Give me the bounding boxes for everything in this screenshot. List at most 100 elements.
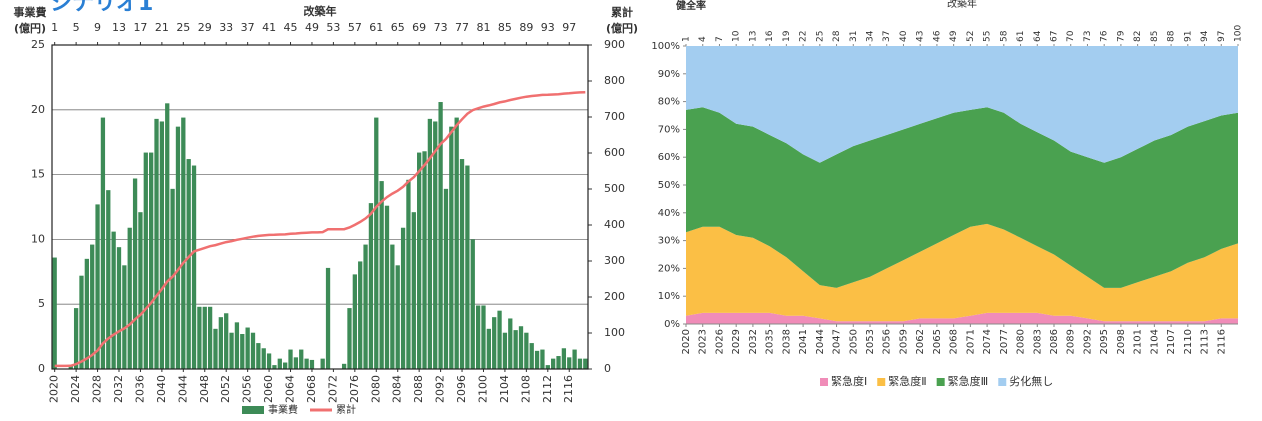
x-tick-label: 2071: [965, 329, 976, 354]
y-axis-label: 事業費: [14, 5, 47, 19]
x2-tick-label: 93: [541, 21, 555, 34]
bar: [159, 121, 165, 370]
bar: [240, 334, 245, 369]
x2-tick-label: 10: [732, 30, 742, 42]
bar: [154, 118, 159, 369]
x2-tick-label: 41: [262, 21, 276, 34]
x2-tick-label: 61: [369, 21, 383, 34]
bar: [256, 343, 261, 369]
y-tick-label: 60%: [658, 152, 680, 163]
x2-tick-label: 73: [1083, 31, 1093, 42]
x-tick-label: 2062: [915, 329, 926, 354]
x2-tick-label: 79: [1116, 30, 1126, 42]
bar: [207, 306, 213, 369]
x2-tick-label: 61: [1016, 31, 1026, 42]
legend-label: 劣化無し: [1009, 374, 1053, 388]
x2-tick-label: 91: [1183, 31, 1193, 42]
y-tick-label: 10: [31, 232, 45, 245]
x2-tick-label: 40: [899, 30, 909, 42]
bar: [454, 117, 459, 370]
bar: [52, 257, 57, 369]
bar: [374, 117, 379, 370]
x2-axis-label: 改築年: [947, 0, 977, 10]
x2-tick-label: 33: [219, 21, 233, 34]
y-tick-label: 5: [38, 297, 45, 310]
x2-tick-label: 85: [1150, 31, 1160, 42]
bar: [283, 362, 288, 369]
bar: [433, 121, 438, 370]
x2-tick-label: 94: [1200, 30, 1210, 42]
y-axis-label: (億円): [14, 21, 46, 35]
bar: [406, 179, 411, 369]
x2-tick-label: 70: [1066, 30, 1076, 42]
bar: [122, 265, 127, 369]
x2-tick-label: 77: [455, 21, 469, 34]
legend-swatch: [820, 378, 828, 386]
bar: [470, 239, 475, 369]
x-tick-label: 2101: [1133, 329, 1144, 354]
y2-axis-label: (億円): [606, 21, 638, 35]
x2-tick-label: 73: [434, 21, 448, 34]
bar: [299, 349, 304, 369]
bar: [481, 305, 486, 369]
bar: [95, 204, 100, 369]
x2-tick-label: 25: [176, 21, 190, 34]
x-tick-label: 2048: [198, 375, 211, 403]
bar: [341, 363, 347, 369]
x2-tick-label: 13: [748, 31, 758, 42]
y-tick-label: 30%: [658, 236, 680, 247]
bar: [427, 118, 433, 369]
bar: [325, 267, 331, 369]
x-tick-label: 2108: [519, 375, 532, 403]
bar: [250, 332, 256, 369]
x-tick-label: 2040: [155, 375, 168, 403]
x2-tick-label: 88: [1167, 30, 1177, 42]
bar: [363, 244, 368, 369]
bar: [272, 365, 277, 369]
bar: [234, 322, 240, 369]
legend-swatch: [877, 378, 886, 386]
y2-tick-label: 200: [604, 290, 625, 303]
bar: [100, 117, 106, 370]
bar: [551, 358, 556, 369]
area: [686, 46, 1238, 163]
x-tick-label: 2052: [219, 375, 232, 403]
area: [686, 107, 1238, 288]
x-tick-label: 2056: [882, 329, 893, 354]
bar: [304, 358, 309, 369]
x-tick-label: 2065: [932, 329, 943, 354]
x-tick-label: 2064: [284, 375, 297, 403]
bar: [572, 349, 577, 369]
x-tick-label: 2086: [1049, 329, 1060, 354]
bar: [79, 275, 84, 369]
x-tick-label: 2068: [305, 375, 318, 403]
bar: [261, 348, 266, 369]
x-tick-label: 2107: [1166, 329, 1177, 354]
y-tick-label: 50%: [658, 180, 680, 191]
bar: [443, 188, 449, 369]
bar: [229, 332, 234, 369]
x-tick-label: 2104: [498, 375, 511, 403]
bar: [132, 178, 138, 369]
bar: [379, 181, 384, 369]
legend-label: 事業費: [268, 403, 298, 416]
x2-tick-label: 5: [73, 21, 80, 34]
x2-tick-label: 28: [832, 30, 842, 42]
x2-tick-label: 31: [849, 31, 859, 42]
bar: [68, 365, 73, 369]
x-tick-label: 2113: [1200, 329, 1211, 354]
x2-tick-label: 16: [765, 30, 775, 42]
bar: [165, 103, 170, 369]
x-tick-label: 2095: [1099, 329, 1110, 354]
bar: [277, 358, 282, 369]
x2-tick-label: 49: [949, 30, 959, 42]
bar: [384, 205, 390, 369]
bar: [556, 356, 561, 369]
bar: [513, 330, 518, 369]
bar: [347, 308, 352, 369]
bar: [545, 365, 550, 369]
bar: [502, 332, 508, 369]
bar: [577, 358, 583, 369]
x-tick-label: 2023: [698, 329, 709, 354]
x2-tick-label: 34: [866, 30, 876, 42]
